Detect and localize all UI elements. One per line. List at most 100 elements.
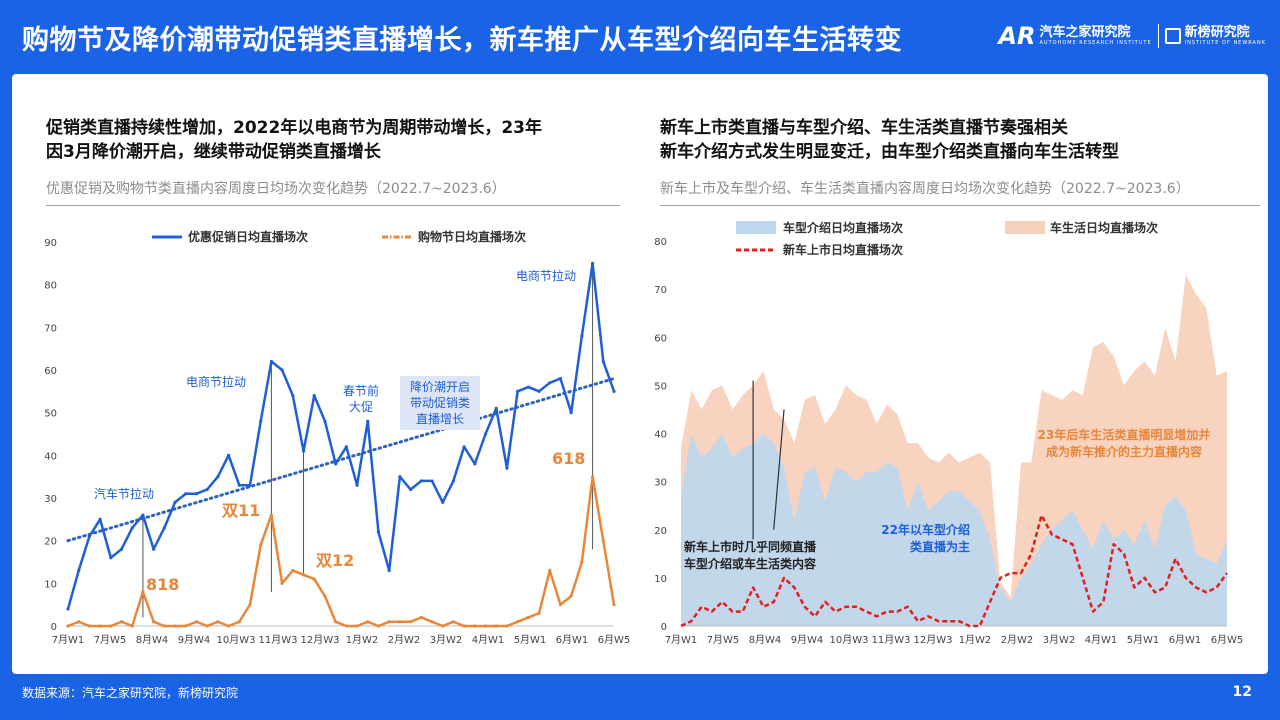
series-shopping-festival-point <box>441 624 445 628</box>
y-tick-label: 40 <box>654 430 667 441</box>
series-shopping-festival-point <box>152 620 156 624</box>
x-tick-label: 11月W3 <box>259 634 298 646</box>
series-promo-point <box>237 483 241 487</box>
x-tick-label: 7月W1 <box>52 634 85 646</box>
series-shopping-festival-point <box>537 611 541 615</box>
series-shopping-festival-point <box>398 620 402 624</box>
x-tick-label: 3月W2 <box>430 634 463 646</box>
series-promo-point <box>109 556 113 560</box>
legend-promo-label: 优惠促销日均直播场次 <box>188 229 308 244</box>
series-shopping-festival-point <box>580 560 584 564</box>
series-shopping-festival-point <box>569 594 573 598</box>
series-shopping-festival-point <box>205 624 209 628</box>
series-promo-point <box>344 445 348 449</box>
right-panel-title: 新车上市类直播与车型介绍、车生活类直播节奏强相关 新车介绍方式发生明显变迁，由车… <box>660 116 1119 164</box>
series-shopping-festival-point <box>77 620 81 624</box>
series-promo-point <box>130 526 134 530</box>
series-promo-point <box>494 406 498 410</box>
legend-launch-label: 新车上市日均直播场次 <box>783 242 903 257</box>
left-title-line-2: 因3月降价潮开启，继续带动促销类直播增长 <box>46 142 381 162</box>
left-panel-title: 促销类直播持续性增加，2022年以电商节为周期带动增长，23年 因3月降价潮开启… <box>46 116 542 164</box>
newrank-logo-icon <box>1164 28 1181 44</box>
series-promo-point <box>441 500 445 504</box>
series-promo-point <box>66 607 70 611</box>
series-promo-point <box>408 487 413 492</box>
x-tick-label: 11月W3 <box>872 634 911 646</box>
y-tick-label: 50 <box>44 409 57 420</box>
y-tick-label: 70 <box>654 285 667 296</box>
series-promo-point <box>612 389 616 393</box>
series-shopping-festival-point <box>387 620 391 624</box>
series-promo-point <box>141 513 145 517</box>
x-tick-label: 7月W1 <box>665 634 698 646</box>
x-tick-label: 5月W1 <box>514 634 547 646</box>
brand-divider <box>1157 24 1159 48</box>
series-promo-point <box>548 381 552 385</box>
autohome-logo-icon: AR <box>998 22 1036 50</box>
x-tick-label: 7月W5 <box>707 634 740 646</box>
series-promo-point <box>205 487 209 492</box>
x-tick-label: 10月W3 <box>830 634 869 646</box>
annotation-spring-festival: 春节前大促 <box>343 383 379 414</box>
series-shopping-festival-point <box>141 590 145 594</box>
series-shopping-festival-point <box>98 624 102 628</box>
x-tick-label: 2月W2 <box>388 634 421 646</box>
series-shopping-festival-point <box>376 624 381 628</box>
autohome-brand-en: AUTOHOME RESEARCH INSTITUTE <box>1039 40 1152 46</box>
series-promo-point <box>419 479 423 483</box>
series-promo-point <box>152 547 156 551</box>
series-promo-point <box>398 475 402 479</box>
right-panel-subtitle: 新车上市及车型介绍、车生活类直播内容周度日均场次变化趋势（2022.7~2023… <box>660 181 1190 197</box>
series-promo-point <box>301 449 306 453</box>
series-promo-point <box>162 526 166 530</box>
promo-chart: 0 10 20 30 40 50 60 70 80 90 7月W1 7月W5 8月W4 9月W4 10月W3… <box>44 229 631 646</box>
series-promo-point <box>334 462 338 466</box>
series-shopping-festival-point <box>558 603 563 607</box>
series-promo-point <box>505 466 509 470</box>
series-promo-point <box>526 385 530 389</box>
series-promo-point <box>569 411 573 415</box>
series-shopping-festival-point <box>280 581 284 585</box>
annotation-ecommerce-1: 电商节拉动 <box>186 374 246 389</box>
series-shopping-festival-point <box>259 543 263 547</box>
y-tick-label: 0 <box>661 622 667 633</box>
y-tick-label: 0 <box>51 622 57 633</box>
newrank-brand-en: INSTITUTE OF NEWRANK <box>1184 40 1266 46</box>
series-shopping-festival-point <box>419 615 423 620</box>
series-shopping-festival-line <box>67 475 616 628</box>
series-promo-point <box>291 394 295 398</box>
newrank-brand: 新榜研究院 INSTITUTE OF NEWRANK <box>1185 26 1266 46</box>
series-shopping-festival-point <box>119 620 124 624</box>
page-number: 12 <box>1232 684 1252 700</box>
series-promo-point <box>366 419 370 423</box>
series-shopping-festival-point <box>473 624 477 628</box>
series-shopping-festival-point <box>334 620 338 624</box>
series-shopping-festival-point <box>548 568 552 573</box>
annotation-price-cut-box <box>400 376 480 430</box>
annotation-double12: 双12 <box>316 551 354 570</box>
left-subtitle-rule <box>46 205 620 206</box>
annotation-618: 618 <box>552 449 585 468</box>
y-tick-label: 80 <box>44 281 57 292</box>
series-promo-line <box>66 262 616 610</box>
series-promo-point <box>216 475 220 479</box>
x-tick-label: 6月W1 <box>1169 634 1202 646</box>
page-title: 购物节及降价潮带动促销类直播增长，新车推广从车型介绍向车生活转变 <box>22 25 902 56</box>
series-promo-point <box>119 547 124 551</box>
x-tick-label: 8月W4 <box>749 634 782 646</box>
annotation-ecommerce-2: 电商节拉动 <box>516 268 576 283</box>
content-card: 促销类直播持续性增加，2022年以电商节为周期带动增长，23年 因3月降价潮开启… <box>12 74 1268 674</box>
series-promo-point <box>269 359 274 364</box>
y-tick-label: 10 <box>654 574 667 585</box>
legend-model-label: 车型介绍日均直播场次 <box>783 220 903 235</box>
series-shopping-festival-point <box>109 624 113 628</box>
series-shopping-festival-point <box>162 624 166 628</box>
x-tick-label: 6月W5 <box>598 634 631 646</box>
x-tick-label: 12月W3 <box>914 634 953 646</box>
series-promo-point <box>558 376 563 381</box>
series-promo-point <box>184 492 188 496</box>
series-promo-point <box>312 394 316 398</box>
series-new-launch-line <box>680 514 1229 628</box>
series-shopping-festival-point <box>312 577 316 581</box>
series-promo-point <box>226 453 231 457</box>
